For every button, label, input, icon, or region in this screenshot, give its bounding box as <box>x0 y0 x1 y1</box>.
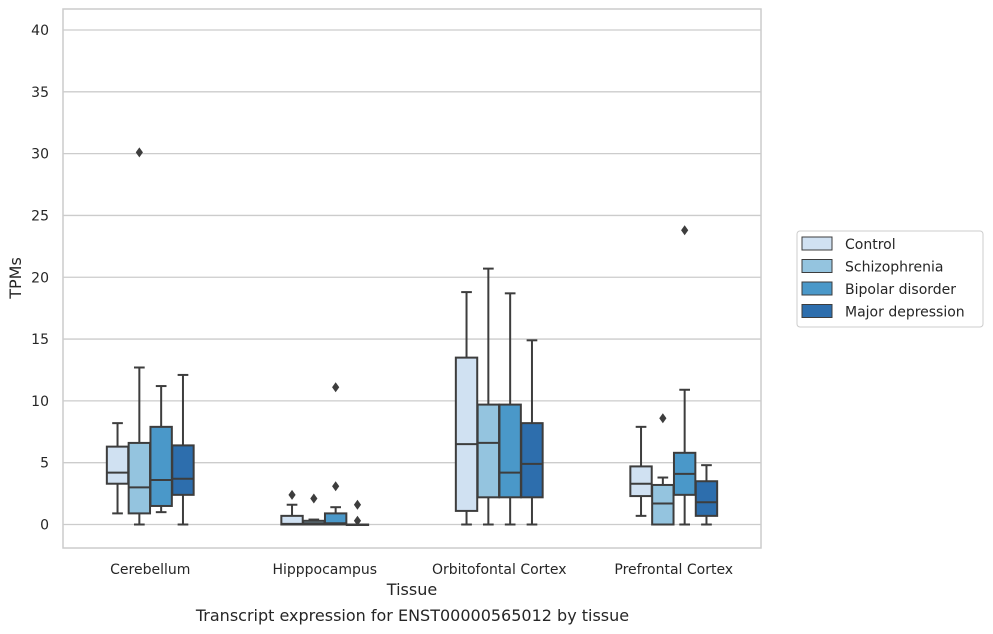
x-tick-label: Orbitofontal Cortex <box>432 562 567 578</box>
box-1-0 <box>280 489 304 526</box>
outlier-point <box>135 147 143 158</box>
box-3-0 <box>629 425 653 517</box>
box-iqr <box>323 512 348 526</box>
box-2-1 <box>476 267 501 526</box>
box-iqr <box>520 422 544 499</box>
x-tick-labels: Cerebellum Hipppocampus Orbitofontal Corte… <box>110 562 733 578</box>
legend-label: Control <box>845 237 896 253</box>
y-tick-label: 20 <box>31 270 49 286</box>
legend-swatch <box>801 259 833 273</box>
box-iqr <box>149 425 173 507</box>
box-iqr <box>498 403 522 499</box>
box-iqr <box>127 441 152 515</box>
legend-frame <box>796 230 984 328</box>
y-tick-label: 15 <box>31 332 49 348</box>
legend-label: Bipolar disorder <box>845 282 956 298</box>
legend-swatch <box>801 281 833 296</box>
box-iqr <box>454 356 479 512</box>
x-tick-label: Prefrontal Cortex <box>614 562 733 578</box>
box-0-3 <box>171 373 195 526</box>
y-tick-labels: 0 5 10 15 20 25 30 35 40 <box>31 23 49 533</box>
box-3-2 <box>672 225 697 526</box>
legend-swatch <box>801 236 833 251</box>
y-tick-label: 30 <box>31 147 49 163</box>
legend-label: Schizophrenia <box>845 260 943 276</box>
box-iqr <box>651 483 675 526</box>
box-1-2 <box>323 382 348 526</box>
box-1-1 <box>302 493 326 526</box>
x-tick-label: Hipppocampus <box>272 562 377 578</box>
box-2-3 <box>520 339 544 526</box>
x-axis-label: Tissue <box>386 580 437 599</box>
legend-swatch <box>801 304 833 318</box>
outlier-point <box>332 382 340 393</box>
outlier-point <box>310 493 318 504</box>
box-2-2 <box>498 292 522 526</box>
y-tick-label: 10 <box>31 394 49 410</box>
box-groups <box>105 147 719 527</box>
y-tick-label: 0 <box>40 518 49 534</box>
outlier-point <box>353 499 362 510</box>
box-1-3 <box>345 499 370 527</box>
box-iqr <box>105 445 130 485</box>
x-tick-label: Cerebellum <box>110 562 190 578</box>
box-iqr <box>694 480 719 517</box>
box-3-3 <box>694 464 719 526</box>
outlier-point <box>353 515 362 526</box>
outlier-point <box>288 489 296 500</box>
y-tick-label: 40 <box>31 23 49 39</box>
outlier-point <box>659 413 667 424</box>
plot-frame <box>62 8 762 549</box>
y-tick-label: 35 <box>31 85 49 101</box>
y-axis-label: TPMs <box>6 257 25 300</box>
outlier-point <box>681 225 689 236</box>
box-2-0 <box>454 291 479 526</box>
box-0-1 <box>127 147 152 526</box>
figure-caption: Transcript expression for ENST0000056501… <box>195 606 630 625</box>
box-0-2 <box>149 385 173 514</box>
legend-label: Major depression <box>845 305 965 321</box>
box-iqr <box>171 444 195 496</box>
y-tick-label: 5 <box>40 456 49 472</box>
outlier-point <box>332 481 340 492</box>
box-iqr <box>476 403 501 499</box>
box-iqr <box>629 465 653 498</box>
legend: Control Schizophrenia Bipolar disorder Majo… <box>796 230 984 328</box>
box-0-0 <box>105 422 130 515</box>
y-tick-label: 25 <box>31 208 49 224</box>
box-3-1 <box>651 413 675 526</box>
